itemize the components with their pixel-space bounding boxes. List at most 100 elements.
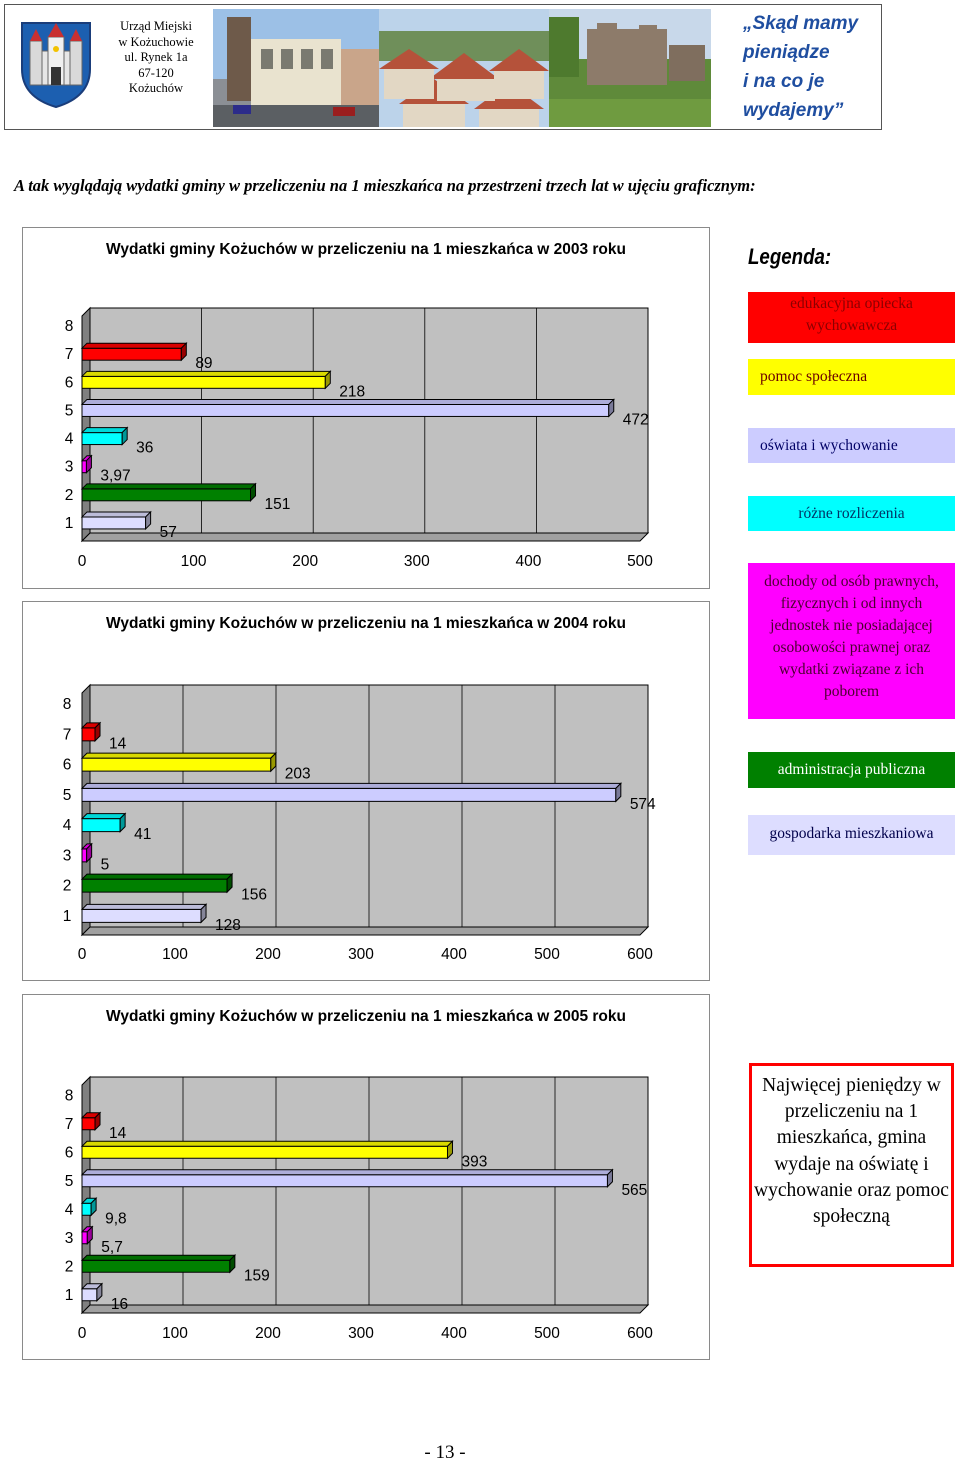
x-tick-label: 200 <box>292 553 318 570</box>
data-label: 14 <box>109 735 127 752</box>
y-tick-label: 6 <box>65 374 74 391</box>
plot-floor <box>80 1304 650 1314</box>
office-line: w Kożuchowie <box>118 34 194 49</box>
x-tick-label: 500 <box>534 946 560 963</box>
bar-top <box>80 782 623 789</box>
bar-top <box>80 1169 614 1176</box>
data-label: 393 <box>461 1153 487 1170</box>
bar-end <box>180 341 187 362</box>
letterhead: Urząd Miejski w Kożuchowie ul. Rynek 1a … <box>4 4 882 130</box>
page-number: - 13 - <box>424 1442 466 1463</box>
y-tick-label: 4 <box>63 817 72 834</box>
bar-top <box>80 813 127 820</box>
y-tick-label: 1 <box>63 908 72 925</box>
bar <box>81 403 610 417</box>
y-tick-label: 5 <box>65 1173 74 1190</box>
bar-top <box>80 752 277 759</box>
legend-item-pomoc: pomoc społeczna <box>748 359 955 395</box>
bar-end <box>86 1225 93 1245</box>
y-tick-label: 6 <box>65 1144 74 1161</box>
y-tick-label: 4 <box>65 1201 74 1218</box>
data-label: 89 <box>195 355 212 372</box>
y-tick-label: 3 <box>65 1230 74 1247</box>
y-tick-label: 8 <box>63 696 72 713</box>
data-label: 218 <box>339 383 365 400</box>
data-label: 565 <box>621 1182 647 1199</box>
data-label: 57 <box>160 524 177 541</box>
rooftops-photo <box>379 9 549 127</box>
bar <box>81 848 88 863</box>
bar <box>81 727 96 742</box>
legend-item-dochody: dochody od osób prawnych, fizycznych i o… <box>748 563 955 719</box>
bar-end <box>119 812 126 833</box>
data-label: 156 <box>241 887 267 904</box>
data-label: 16 <box>111 1296 128 1313</box>
bar-end <box>606 1168 613 1188</box>
office-line: ul. Rynek 1a <box>124 50 188 64</box>
bar-end <box>145 510 152 531</box>
bar <box>81 1288 98 1302</box>
bar <box>81 818 121 833</box>
y-tick-label: 6 <box>63 757 72 774</box>
data-label: 574 <box>630 796 656 813</box>
x-tick-label: 400 <box>515 553 541 570</box>
chart-title: Wydatki gminy Kożuchów w przeliczeniu na… <box>106 615 626 632</box>
x-tick-label: 200 <box>255 946 281 963</box>
bar <box>81 516 147 530</box>
bar-end <box>94 1111 101 1131</box>
bar <box>81 375 326 389</box>
summary-note: Najwięcej pieniędzy w przeliczeniu na 1 … <box>749 1063 954 1267</box>
bar-end <box>324 370 331 390</box>
slogan-line: i na co je <box>743 71 825 92</box>
legend-item-oswiata: oświata i wychowanie <box>748 428 955 463</box>
bar-end <box>200 903 207 924</box>
data-label: 159 <box>244 1267 270 1284</box>
x-tick-label: 600 <box>627 1325 653 1342</box>
y-tick-label: 5 <box>63 787 72 804</box>
data-label: 472 <box>623 411 649 428</box>
slogan-line: „Skąd mamy <box>743 13 859 34</box>
y-tick-label: 7 <box>63 726 72 743</box>
x-tick-label: 0 <box>78 1325 87 1342</box>
x-tick-label: 300 <box>404 553 430 570</box>
plot-floor <box>80 926 650 936</box>
y-tick-label: 7 <box>65 1116 74 1133</box>
x-tick-label: 300 <box>348 1325 374 1342</box>
office-address: Urząd Miejski w Kożuchowie ul. Rynek 1a … <box>101 19 211 97</box>
legend-item-edukacyjna: edukacyjna opiecka wychowawcza <box>748 292 955 343</box>
x-tick-label: 100 <box>162 1325 188 1342</box>
bar <box>81 460 87 474</box>
bar <box>81 878 228 893</box>
chart-plot-0: 0 100 200 300 400 500 1 2 3 4 5 6 7 8 57 151 3,97 36 472 21… <box>65 306 653 570</box>
y-tick-label: 2 <box>65 1258 74 1275</box>
y-tick-label: 3 <box>65 459 74 476</box>
y-tick-label: 5 <box>65 402 74 419</box>
x-tick-label: 400 <box>441 946 467 963</box>
chart-title: Wydatki gminy Kożuchów w przeliczeniu na… <box>106 241 626 258</box>
bar-end <box>608 398 615 418</box>
castle-walls-photo <box>549 9 711 127</box>
bar-end <box>86 842 93 864</box>
y-tick-label: 8 <box>65 318 74 335</box>
y-tick-label: 2 <box>65 487 74 504</box>
y-tick-label: 1 <box>65 515 74 532</box>
legend-title: Legenda: <box>748 244 832 269</box>
data-label: 3,97 <box>100 468 130 485</box>
x-tick-label: 600 <box>627 946 653 963</box>
x-tick-label: 0 <box>78 553 87 570</box>
bar-top <box>80 873 234 880</box>
bar-top <box>80 342 188 349</box>
data-label: 36 <box>136 440 153 457</box>
x-tick-label: 100 <box>162 946 188 963</box>
x-tick-label: 500 <box>627 553 653 570</box>
chart-plot-2: 0 100 200 300 400 500 600 1 2 3 4 5 6 7 8 16 159 5,7 9,8 56… <box>65 1075 653 1342</box>
x-tick-label: 300 <box>348 946 374 963</box>
data-label: 41 <box>134 826 151 843</box>
bar <box>81 757 272 772</box>
bar-end <box>615 782 622 803</box>
chart-title: Wydatki gminy Kożuchów w przeliczeniu na… <box>106 1008 626 1025</box>
legend-item-gospodarka: gospodarka mieszkaniowa <box>748 815 955 855</box>
legend-label: różne rozliczenia <box>798 505 905 522</box>
